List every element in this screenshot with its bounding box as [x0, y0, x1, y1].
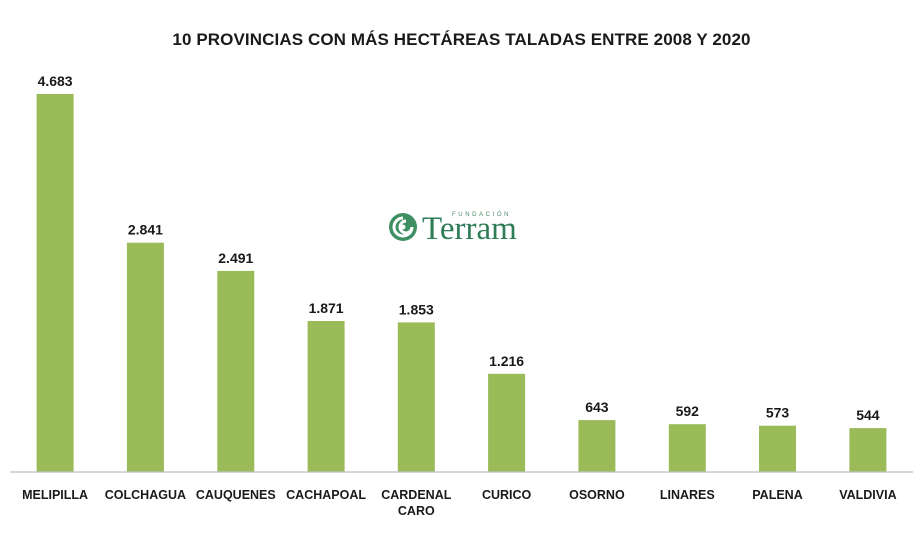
category-label: PALENA — [752, 488, 802, 502]
watermark-foundation-text: FUNDACIÓN — [452, 212, 512, 218]
category-label: LINARES — [660, 488, 715, 502]
chart-title: 10 PROVINCIAS CON MÁS HECTÁREAS TALADAS … — [172, 30, 751, 49]
bar-cachapoal — [307, 321, 345, 472]
category-label: CACHAPOAL — [286, 488, 366, 502]
data-label: 1.216 — [489, 353, 524, 369]
data-label: 1.871 — [309, 300, 344, 316]
category-label: CARDENAL CARO — [381, 488, 452, 518]
data-label: 4.683 — [38, 73, 73, 89]
bar-melipilla — [36, 94, 74, 472]
bar-colchagua — [126, 242, 164, 472]
data-label: 544 — [856, 407, 880, 423]
bar-osorno — [578, 420, 616, 472]
data-label: 573 — [766, 405, 790, 421]
data-label: 643 — [585, 399, 609, 415]
bar-linares — [668, 424, 706, 472]
watermark-name: Terram — [422, 211, 517, 247]
category-label: MELIPILLA — [22, 488, 88, 502]
category-label: OSORNO — [569, 488, 625, 502]
bar-cauquenes — [217, 270, 255, 472]
spiral-logo-icon — [389, 213, 417, 241]
data-label: 1.853 — [399, 301, 434, 317]
category-label: COLCHAGUA — [105, 488, 186, 502]
data-label: 2.841 — [128, 222, 163, 238]
terram-watermark: FUNDACIÓN Terram — [388, 208, 538, 248]
category-label: CURICO — [482, 488, 532, 502]
bar-cardenal-caro — [397, 322, 435, 472]
bar-curico — [488, 373, 526, 472]
data-label: 592 — [676, 403, 700, 419]
data-label: 2.491 — [218, 250, 253, 266]
bar-valdivia — [849, 428, 887, 472]
bar-palena — [759, 425, 796, 472]
category-label: CAUQUENES — [196, 488, 276, 502]
category-label: VALDIVIA — [839, 488, 896, 502]
